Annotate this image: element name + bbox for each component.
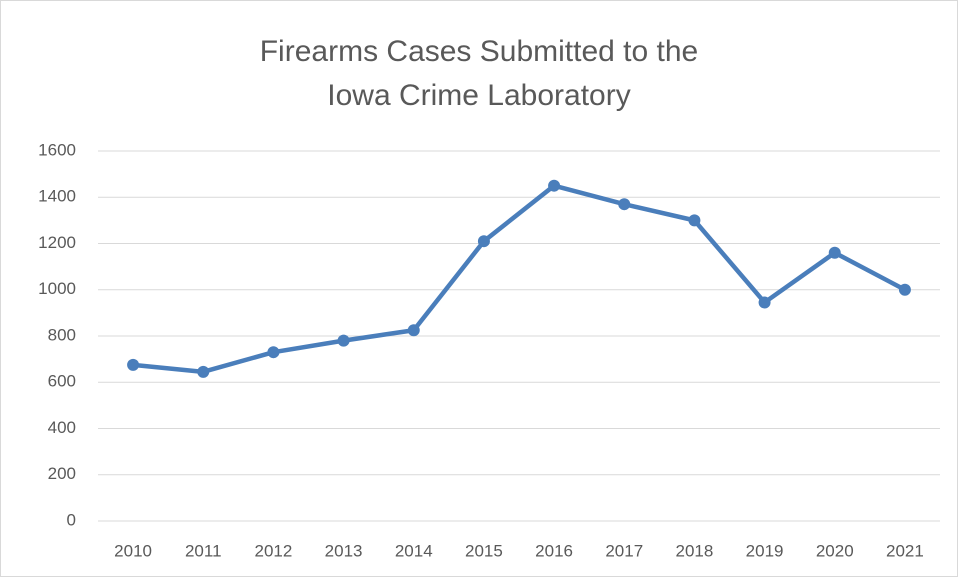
y-tick-label: 800 bbox=[48, 325, 76, 344]
data-line bbox=[132, 183, 906, 375]
chart-title: Firearms Cases Submitted to the Iowa Cri… bbox=[259, 35, 699, 112]
data-point bbox=[618, 198, 631, 211]
data-point bbox=[548, 179, 561, 192]
data-point bbox=[337, 334, 350, 347]
y-tick-label: 1400 bbox=[38, 187, 76, 206]
x-tick-label: 2020 bbox=[816, 541, 854, 560]
data-point bbox=[267, 346, 280, 359]
x-tick-label: 2010 bbox=[114, 541, 152, 560]
data-point bbox=[828, 246, 841, 259]
y-tick-label: 400 bbox=[48, 418, 76, 437]
y-tick-label: 200 bbox=[48, 464, 76, 483]
x-tick-label: 2021 bbox=[886, 541, 924, 560]
x-tick-label: 2012 bbox=[255, 541, 293, 560]
y-tick-label: 600 bbox=[48, 372, 76, 391]
y-tick-label: 0 bbox=[67, 510, 76, 529]
x-tick-label: 2015 bbox=[465, 541, 503, 560]
x-tick-label: 2018 bbox=[676, 541, 714, 560]
y-tick-label: 1000 bbox=[38, 279, 76, 298]
y-tick-label: 1600 bbox=[38, 140, 76, 159]
data-point bbox=[898, 283, 911, 296]
data-point bbox=[688, 214, 701, 227]
data-point bbox=[407, 324, 420, 337]
x-tick-label: 2016 bbox=[535, 541, 573, 560]
data-point bbox=[127, 358, 140, 371]
x-tick-label: 2013 bbox=[325, 541, 363, 560]
data-point bbox=[758, 296, 771, 309]
y-tick-label: 1200 bbox=[38, 233, 76, 252]
x-tick-label: 2019 bbox=[746, 541, 784, 560]
x-tick-label: 2011 bbox=[185, 541, 222, 560]
x-tick-label: 2014 bbox=[395, 541, 433, 560]
data-point bbox=[477, 235, 490, 248]
data-point bbox=[197, 365, 210, 378]
x-tick-label: 2017 bbox=[605, 541, 643, 560]
